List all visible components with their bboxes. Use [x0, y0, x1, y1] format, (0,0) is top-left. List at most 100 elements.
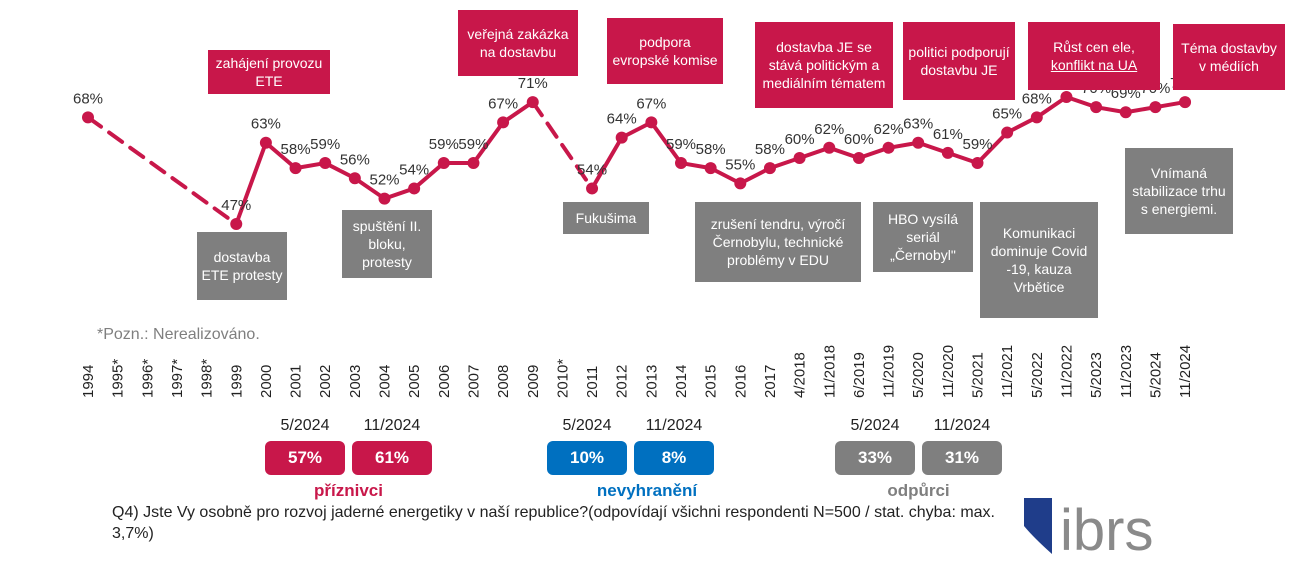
annotation-up: politici podporují dostavbu JE	[903, 22, 1015, 100]
data-point	[971, 157, 984, 170]
data-point	[823, 141, 836, 154]
x-tick-label: 2015	[703, 365, 720, 398]
data-point	[882, 141, 895, 154]
value-label: 61%	[933, 126, 963, 143]
value-label: 63%	[903, 116, 933, 133]
data-point	[704, 162, 717, 175]
annotation-up: Téma dostavby v médiích	[1173, 24, 1285, 90]
x-tick-label: 2009	[525, 365, 542, 398]
annotation-down: Vnímaná stabilizace trhu s energiemi.	[1125, 148, 1233, 234]
value-label: 62%	[814, 121, 844, 138]
x-tick-label: 2003	[347, 365, 364, 398]
x-tick-label: 11/2019	[881, 345, 898, 398]
data-point	[289, 162, 302, 175]
value-label: 67%	[636, 95, 666, 112]
value-label: 58%	[696, 141, 726, 158]
value-label: 52%	[369, 172, 399, 189]
x-tick-label: 2012	[614, 365, 631, 398]
data-point	[675, 157, 687, 170]
value-label: 55%	[725, 156, 755, 173]
period-label: 5/2024	[562, 417, 612, 434]
data-point	[82, 111, 94, 124]
value-label: 65%	[992, 106, 1022, 123]
x-tick-label: 5/2022	[1029, 352, 1046, 398]
data-point	[230, 218, 243, 230]
summary-group-supporters: 5/2024 11/2024 57% 61% příznivci	[265, 417, 435, 507]
period-label: 5/2024	[850, 417, 900, 434]
x-tick-label: 4/2018	[792, 352, 809, 398]
annotation-up: veřejná zakázka na dostavbu	[458, 10, 578, 76]
data-point	[763, 162, 776, 175]
data-point	[1060, 91, 1073, 103]
value-label: 58%	[281, 141, 311, 158]
x-tick-label: 2001	[288, 365, 305, 398]
group-label: nevyhranění	[596, 481, 698, 500]
annotation-down: spuštění II. bloku, protesty	[342, 210, 432, 278]
x-tick-label: 5/2024	[1147, 352, 1164, 398]
data-point	[497, 116, 510, 129]
annotation-down: Fukušima	[563, 202, 649, 234]
data-point	[941, 146, 954, 159]
value-label: 59%	[666, 136, 696, 153]
x-tick-label: 2006	[436, 365, 453, 398]
logo-text: ibrs	[1060, 498, 1153, 558]
value-label: 59%	[962, 136, 992, 153]
data-point	[467, 157, 480, 170]
period-label: 11/2024	[645, 417, 703, 434]
x-tick-label: 11/2024	[1177, 345, 1194, 398]
data-point	[526, 96, 539, 109]
group-label: odpůrci	[887, 481, 950, 500]
value-badge: 8%	[634, 441, 714, 475]
value-label: 54%	[399, 161, 429, 178]
data-point	[1001, 126, 1014, 139]
annotation-down: HBO vysílá seriál „Černobyl"	[873, 202, 973, 272]
group-label: příznivci	[314, 481, 383, 500]
value-badge: 33%	[835, 441, 915, 475]
period-label: 11/2024	[933, 417, 991, 434]
value-label: 64%	[607, 111, 637, 128]
x-tick-label: 2013	[643, 365, 660, 398]
value-badge: 61%	[352, 441, 432, 475]
x-tick-label: 2002	[317, 365, 334, 398]
period-label: 5/2024	[280, 417, 330, 434]
x-tick-label: 2017	[762, 365, 779, 398]
value-label: 59%	[310, 136, 340, 153]
value-badge: 31%	[922, 441, 1002, 475]
data-point	[1090, 101, 1103, 114]
value-label: 58%	[755, 141, 785, 158]
summary-group-opponents: 5/2024 11/2024 33% 31% odpůrci	[835, 417, 1005, 507]
x-tick-label: 1994	[80, 365, 97, 398]
x-tick-label: 1999	[228, 365, 245, 398]
value-label: 56%	[340, 151, 370, 168]
annotation-down: zrušení tendru, výročí Černobylu, techni…	[695, 202, 861, 282]
x-tick-label: 1996*	[139, 359, 156, 398]
annotation-up: podpora evropské komise	[607, 18, 723, 84]
ibrs-logo: ibrs	[1024, 498, 1153, 558]
x-tick-label: 2016	[732, 365, 749, 398]
data-point	[1119, 106, 1132, 119]
data-point	[586, 182, 599, 195]
x-tick-label: 5/2020	[910, 352, 927, 398]
data-point	[348, 172, 361, 185]
data-point	[793, 151, 806, 164]
dashed-segment	[530, 100, 595, 191]
value-badge: 10%	[547, 441, 627, 475]
x-tick-label: 11/2021	[999, 345, 1016, 398]
x-tick-label: 6/2019	[851, 352, 868, 398]
x-tick-label: 11/2020	[940, 345, 957, 398]
value-badge: 57%	[265, 441, 345, 475]
value-label: 54%	[577, 161, 607, 178]
annotation-down: dostavba ETE protesty	[197, 232, 287, 300]
summary-group-undecided: 5/2024 11/2024 10% 8% nevyhranění	[547, 417, 717, 507]
data-point	[645, 116, 658, 129]
x-tick-label: 2010*	[554, 359, 571, 398]
value-label: 47%	[221, 197, 251, 214]
value-label: 59%	[458, 136, 488, 153]
x-tick-labels: 1994 1995* 1996* 1997* 1998* 1999 2000 2001 2002…	[80, 345, 1194, 398]
footnote: *Pozn.: Nerealizováno.	[97, 326, 260, 343]
annotation-down: Komunikaci dominuje Covid -19, kauza Vrb…	[980, 202, 1098, 318]
data-point	[912, 136, 925, 149]
x-tick-label: 5/2023	[1088, 352, 1105, 398]
x-tick-label: 2014	[673, 365, 690, 398]
value-label: 63%	[251, 116, 281, 133]
